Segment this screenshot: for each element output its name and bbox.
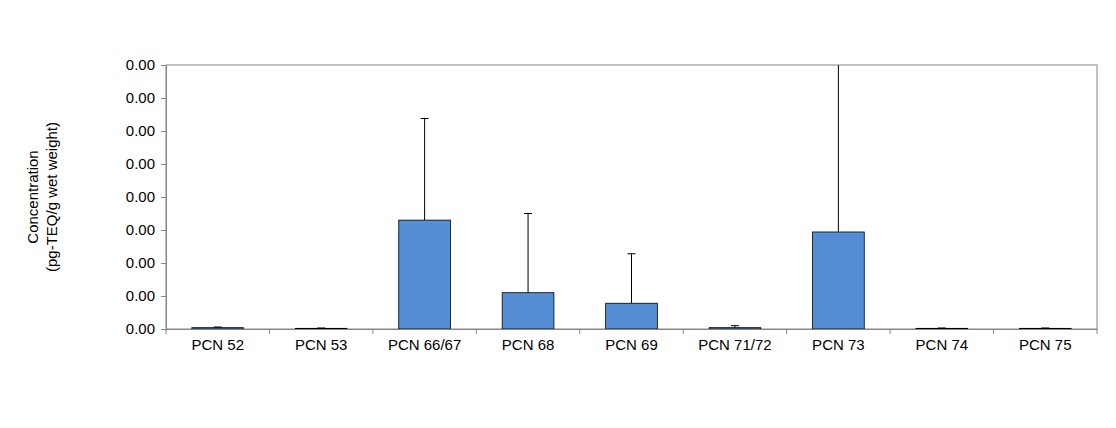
y-tick-label: 0.00 bbox=[126, 221, 155, 238]
error-bar bbox=[834, 65, 842, 232]
error-bar bbox=[731, 326, 739, 328]
bar bbox=[813, 232, 865, 329]
y-tick-label: 0.00 bbox=[126, 188, 155, 205]
chart: 0.00 0.00 0.00 0.00 0.00 0.00 0.00 0.00 0.00 PCN … bbox=[0, 0, 1116, 428]
y-tick-mark bbox=[161, 197, 166, 198]
y-tick-label: 0.00 bbox=[126, 320, 155, 337]
x-tick: PCN 71/72 bbox=[698, 329, 771, 353]
y-tick-mark bbox=[161, 65, 166, 66]
y-tick-mark bbox=[161, 230, 166, 231]
y-tick-mark bbox=[161, 164, 166, 165]
x-tick-label: PCN 69 bbox=[605, 336, 658, 353]
y-tick-mark bbox=[161, 296, 166, 297]
category-separator bbox=[890, 329, 891, 334]
error-bar-cap bbox=[731, 325, 739, 326]
y-axis-title-line: (pg-TEQ/g wet weight) bbox=[43, 122, 60, 272]
y-tick: 0.00 bbox=[126, 122, 166, 139]
y-axis: 0.00 0.00 0.00 0.00 0.00 0.00 0.00 0.00 0.00 bbox=[126, 56, 167, 337]
marks bbox=[192, 65, 1071, 329]
category-separator bbox=[269, 329, 270, 334]
y-tick-label: 0.00 bbox=[126, 56, 155, 73]
bar bbox=[192, 328, 244, 329]
error-bar-cap bbox=[421, 118, 429, 119]
error-bar bbox=[1041, 328, 1049, 329]
y-tick: 0.00 bbox=[126, 221, 166, 238]
error-bar-stem bbox=[631, 254, 632, 304]
y-axis-title-line: Concentration bbox=[24, 150, 41, 243]
x-tick-label: PCN 66/67 bbox=[388, 336, 461, 353]
y-tick-mark bbox=[161, 98, 166, 99]
category-separator bbox=[993, 329, 994, 334]
y-tick-mark bbox=[161, 263, 166, 264]
y-tick: 0.00 bbox=[126, 56, 166, 73]
y-axis-line bbox=[161, 66, 167, 330]
y-tick: 0.00 bbox=[126, 188, 166, 205]
y-tick-label: 0.00 bbox=[126, 254, 155, 271]
bar bbox=[295, 328, 347, 329]
x-tick-label: PCN 75 bbox=[1019, 336, 1072, 353]
category-separator bbox=[786, 329, 787, 334]
x-tick: PCN 52 bbox=[191, 329, 244, 353]
y-tick: 0.00 bbox=[126, 320, 166, 337]
x-tick-label: PCN 52 bbox=[191, 336, 244, 353]
y-axis-title: Concentration(pg-TEQ/g wet weight) bbox=[24, 122, 60, 272]
x-tick: PCN 73 bbox=[812, 329, 865, 353]
error-bar-cap bbox=[524, 213, 532, 214]
plot-frame bbox=[166, 65, 1097, 329]
error-bar-cap bbox=[317, 328, 325, 329]
x-tick: PCN 66/67 bbox=[388, 329, 461, 353]
error-bar bbox=[214, 327, 222, 329]
error-bar-cap bbox=[628, 253, 636, 254]
y-tick: 0.00 bbox=[126, 254, 166, 271]
error-bar bbox=[628, 254, 636, 304]
bar bbox=[606, 303, 658, 329]
error-bar-cap bbox=[938, 328, 946, 329]
error-bar bbox=[938, 328, 946, 329]
error-bar bbox=[421, 118, 429, 220]
bar bbox=[916, 328, 968, 329]
bar bbox=[1019, 328, 1071, 329]
x-tick-label: PCN 73 bbox=[812, 336, 865, 353]
category-separator bbox=[1097, 329, 1098, 334]
error-bar bbox=[524, 214, 532, 293]
x-tick-label: PCN 71/72 bbox=[698, 336, 771, 353]
y-tick-label: 0.00 bbox=[126, 89, 155, 106]
bar bbox=[399, 220, 451, 329]
category-separator bbox=[166, 329, 167, 334]
x-tick-label: PCN 74 bbox=[916, 336, 969, 353]
y-tick-label: 0.00 bbox=[126, 287, 155, 304]
y-tick-label: 0.00 bbox=[126, 155, 155, 172]
x-tick: PCN 75 bbox=[1019, 329, 1072, 353]
category-separator bbox=[683, 329, 684, 334]
error-bar bbox=[317, 328, 325, 329]
y-tick-mark bbox=[161, 329, 166, 330]
y-tick-label: 0.00 bbox=[126, 122, 155, 139]
x-tick: PCN 74 bbox=[916, 329, 969, 353]
y-tick: 0.00 bbox=[126, 89, 166, 106]
bar bbox=[709, 328, 761, 329]
x-tick-label: PCN 68 bbox=[502, 336, 555, 353]
category-separator bbox=[579, 329, 580, 334]
y-tick: 0.00 bbox=[126, 287, 166, 304]
x-axis: PCN 52 PCN 53 PCN 66/67 PCN 68 PCN 69 PCN 71/… bbox=[166, 329, 1098, 353]
bar bbox=[502, 293, 554, 329]
x-tick: PCN 68 bbox=[502, 329, 555, 353]
error-bar-cap bbox=[1041, 328, 1049, 329]
x-tick: PCN 69 bbox=[605, 329, 658, 353]
x-axis-line bbox=[167, 329, 1098, 330]
y-tick: 0.00 bbox=[126, 155, 166, 172]
error-bar-cap bbox=[214, 327, 222, 328]
error-bar-stem bbox=[424, 118, 425, 220]
error-bar-stem bbox=[838, 65, 839, 232]
category-separator bbox=[372, 329, 373, 334]
x-tick: PCN 53 bbox=[295, 329, 348, 353]
error-bar-stem bbox=[528, 214, 529, 293]
y-tick-mark bbox=[161, 131, 166, 132]
category-separator bbox=[476, 329, 477, 334]
x-tick-label: PCN 53 bbox=[295, 336, 348, 353]
